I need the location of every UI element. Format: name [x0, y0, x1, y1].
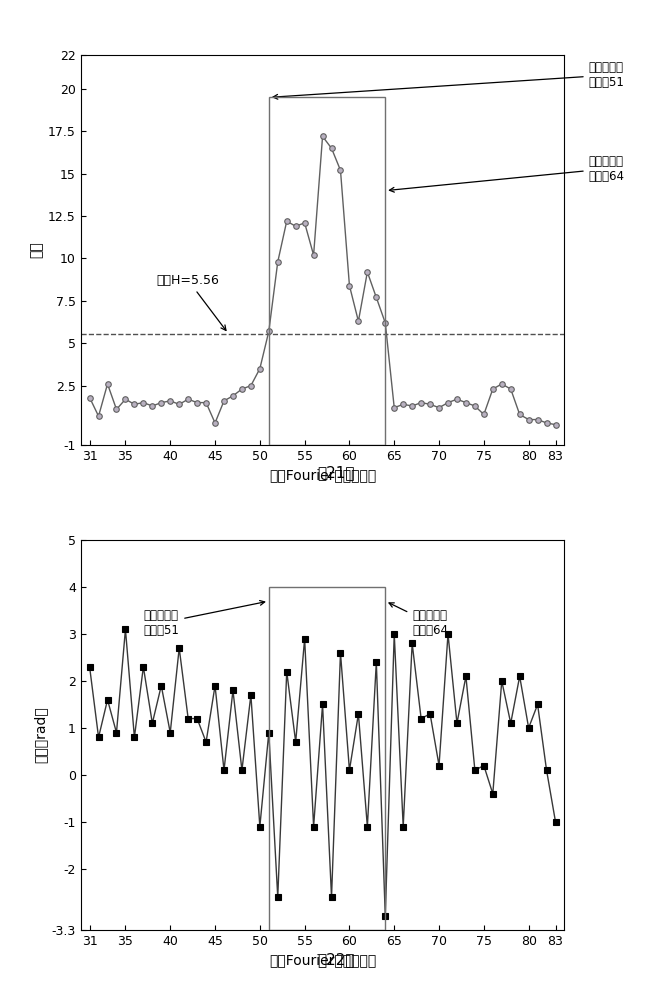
Text: （22）: （22）: [317, 952, 355, 967]
Text: 离散频率段
起始点51: 离散频率段 起始点51: [143, 601, 265, 637]
Text: 阈値H=5.56: 阈値H=5.56: [157, 274, 226, 330]
Text: 离散频率段
起始点51: 离散频率段 起始点51: [273, 61, 624, 99]
X-axis label: 离散Fourier频率序列点: 离散Fourier频率序列点: [269, 468, 376, 482]
Bar: [269, 97, 385, 445]
Bar: [269, 587, 385, 930]
Text: 离散频率段
截止点64: 离散频率段 截止点64: [389, 603, 448, 637]
Y-axis label: 幅値: 幅値: [30, 242, 44, 258]
Text: 离散频率段
截止点64: 离散频率段 截止点64: [390, 155, 625, 192]
X-axis label: 离散Fourier频率序列点: 离散Fourier频率序列点: [269, 953, 376, 967]
Y-axis label: 相位（rad）: 相位（rad）: [34, 707, 47, 763]
Text: （21）: （21）: [317, 465, 355, 480]
